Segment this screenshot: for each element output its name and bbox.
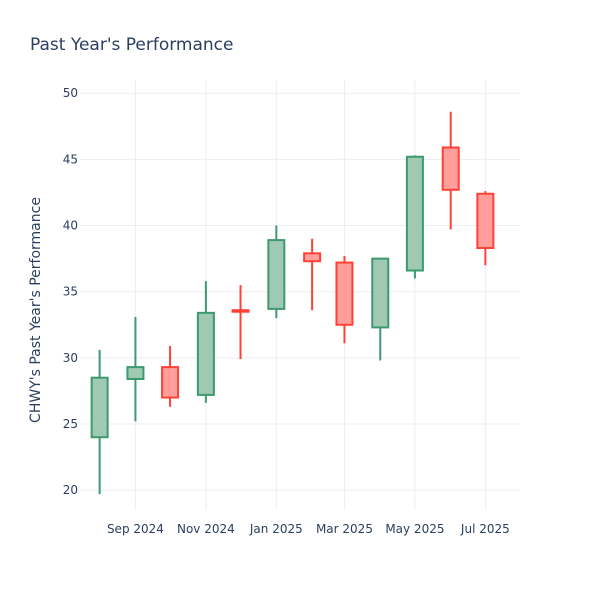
candle-decreasing — [476, 191, 495, 266]
x-tick-label: Jul 2025 — [460, 522, 510, 536]
candle-body — [405, 155, 424, 272]
candle-body — [161, 366, 180, 399]
candle-decreasing — [231, 285, 250, 360]
grid-lines — [80, 80, 520, 510]
candles — [90, 111, 495, 495]
y-axis-title: CHWY's Past Year's Performance — [28, 197, 44, 423]
x-tick-label: Jan 2025 — [249, 522, 303, 536]
y-tick-label: 40 — [63, 219, 78, 233]
candle-body — [231, 309, 250, 313]
y-tick-label: 50 — [63, 86, 78, 100]
candle-increasing — [267, 225, 286, 319]
y-tick-label: 20 — [63, 483, 78, 497]
candle-body — [267, 239, 286, 310]
x-tick-label: Mar 2025 — [316, 522, 373, 536]
x-tick-label: Sep 2024 — [107, 522, 164, 536]
candle-increasing — [196, 281, 215, 403]
y-tick-label: 45 — [63, 152, 78, 166]
x-tick-label: Nov 2024 — [177, 522, 235, 536]
y-tick-label: 25 — [63, 417, 78, 431]
candle-increasing — [126, 316, 145, 422]
candle-increasing — [90, 349, 109, 495]
candle-body — [196, 311, 215, 396]
candle-body — [90, 376, 109, 439]
candle-body — [303, 252, 322, 263]
chart-title: Past Year's Performance — [30, 35, 234, 55]
candle-body — [371, 257, 390, 329]
candle-body — [441, 146, 460, 191]
candle-decreasing — [335, 255, 354, 344]
y-axis-ticks: 20 25 30 35 40 45 50 — [63, 86, 78, 497]
y-tick-label: 35 — [63, 285, 78, 299]
candle-decreasing — [441, 111, 460, 230]
candle-body — [335, 261, 354, 326]
candle-body — [126, 366, 145, 381]
candle-decreasing — [161, 345, 180, 407]
y-tick-label: 30 — [63, 351, 78, 365]
candle-increasing — [405, 155, 424, 279]
candle-body — [476, 192, 495, 250]
candle-increasing — [371, 257, 390, 361]
candle-decreasing — [303, 238, 322, 311]
x-tick-label: May 2025 — [385, 522, 444, 536]
x-axis-ticks: Sep 2024 Nov 2024 Jan 2025 Mar 2025 May 2025… — [107, 522, 510, 536]
